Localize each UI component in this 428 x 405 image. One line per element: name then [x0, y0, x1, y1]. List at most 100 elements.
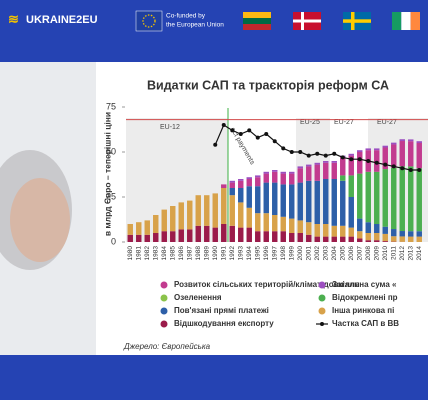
bar-segment — [281, 172, 286, 174]
share-dot — [281, 146, 285, 150]
bar-segment — [230, 181, 235, 183]
bar-segment — [272, 172, 277, 183]
y-tick-label: 0 — [111, 236, 116, 246]
bar-segment — [340, 157, 345, 175]
source: Джерело: Європейська — [123, 342, 211, 351]
bar-segment — [417, 237, 422, 242]
bar-segment — [391, 236, 396, 241]
bar-segment — [408, 139, 413, 141]
x-tick-label: 1986 — [178, 246, 185, 261]
bar-segment — [298, 166, 303, 168]
flag-dk — [293, 12, 321, 30]
bar-segment — [298, 220, 303, 233]
bar-segment — [374, 224, 379, 233]
share-dot — [290, 150, 294, 154]
legend-label: Відокремлені пр — [332, 293, 398, 302]
bar-segment — [408, 237, 413, 242]
bar-segment — [145, 220, 150, 234]
bar-segment — [153, 233, 158, 242]
bar-segment — [170, 231, 175, 242]
bar-segment — [281, 174, 286, 185]
bar-segment — [417, 231, 422, 236]
bar-segment — [204, 226, 209, 242]
share-dot — [332, 152, 336, 156]
bar-segment — [247, 177, 252, 179]
y-axis-label: в млрд Євро – теперішні ціни — [102, 112, 112, 236]
bar-segment — [383, 169, 388, 227]
bar-segment — [349, 197, 354, 228]
bar-segment — [298, 168, 303, 182]
bar-segment — [230, 195, 235, 226]
x-tick-label: 1999 — [288, 246, 295, 261]
bar-segment — [289, 219, 294, 233]
x-tick-label: 1982 — [144, 246, 151, 261]
bar-segment — [391, 144, 396, 167]
share-dot — [256, 136, 260, 140]
eu-text: Co-funded by — [166, 13, 206, 20]
bar-segment — [221, 224, 226, 242]
bar-segment — [315, 163, 320, 165]
bar-segment — [170, 206, 175, 231]
x-tick-label: 1990 — [212, 246, 219, 261]
bar-segment — [400, 141, 405, 166]
bar-segment — [264, 174, 269, 183]
bar-segment — [247, 179, 252, 186]
bar-segment — [264, 172, 269, 174]
bar-segment — [400, 231, 405, 236]
bar-segment — [306, 165, 311, 167]
annotation: EU-12 — [160, 124, 180, 131]
bar-segment — [349, 154, 354, 156]
bar-segment — [374, 240, 379, 242]
bar-segment — [230, 226, 235, 242]
x-tick-label: 2011 — [390, 246, 397, 260]
x-tick-label: 1998 — [280, 246, 287, 261]
bar-segment — [306, 166, 311, 180]
share-dot — [400, 166, 404, 170]
bar-segment — [357, 231, 362, 238]
legend-marker — [161, 321, 168, 328]
bar-segment — [357, 174, 362, 219]
share-dot — [222, 123, 226, 127]
bar-segment — [238, 179, 243, 181]
bar-segment — [315, 237, 320, 242]
legend-label: Пов'язані прямі платежі — [174, 306, 269, 315]
bar-segment — [230, 183, 235, 188]
x-tick-label: 1981 — [135, 246, 142, 261]
bar-segment — [349, 228, 354, 237]
bar-segment — [136, 235, 141, 242]
x-tick-label: 1992 — [229, 246, 236, 261]
bar-segment — [332, 163, 337, 179]
bar-segment — [264, 231, 269, 242]
bar-segment — [179, 202, 184, 229]
bar-segment — [145, 235, 150, 242]
x-tick-label: 2010 — [382, 246, 389, 261]
bar-segment — [272, 215, 277, 231]
flag-lt — [243, 12, 271, 30]
bar-segment — [323, 179, 328, 224]
bar-segment — [153, 215, 158, 233]
legend-label: Інша ринкова пі — [332, 306, 394, 315]
bar-segment — [340, 175, 345, 180]
bar-segment — [306, 222, 311, 235]
bar-segment — [340, 237, 345, 242]
bar-segment — [400, 166, 405, 231]
legend-label: Частка САП в ВВ — [332, 319, 399, 328]
x-tick-label: 2008 — [365, 246, 372, 261]
x-tick-label: 1994 — [246, 246, 253, 261]
share-dot — [239, 132, 243, 136]
bar-segment — [247, 208, 252, 228]
bar-segment — [247, 186, 252, 208]
share-dot — [298, 150, 302, 154]
legend-marker — [319, 295, 326, 302]
bar-segment — [357, 219, 362, 232]
bar-segment — [315, 165, 320, 181]
bar-segment — [255, 231, 260, 242]
bar-segment — [366, 233, 371, 240]
share-dot — [375, 161, 379, 165]
bar-segment — [374, 148, 379, 150]
bar-segment — [196, 226, 201, 242]
share-dot — [409, 168, 413, 172]
bar-segment — [136, 222, 141, 235]
bar-segment — [187, 201, 192, 230]
